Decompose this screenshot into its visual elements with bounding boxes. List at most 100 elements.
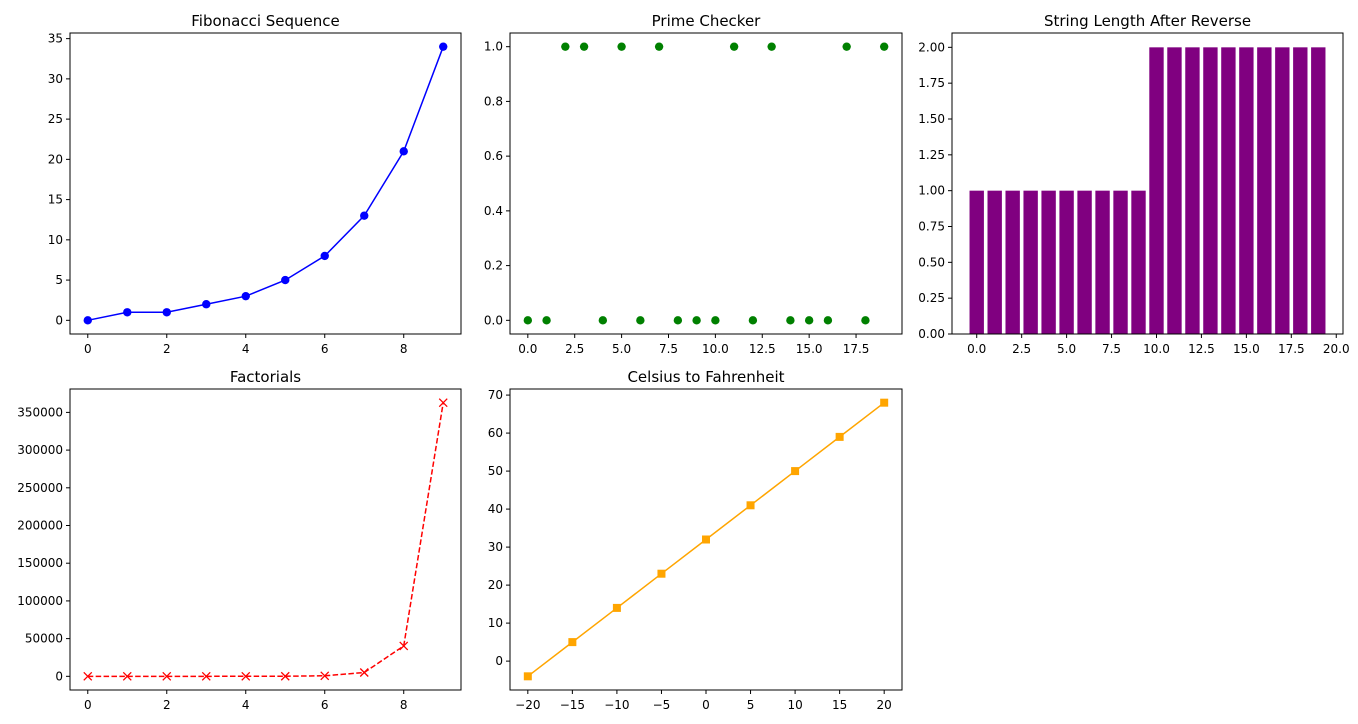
data-point: [612, 603, 621, 612]
y-tick-label: 30: [48, 72, 63, 86]
x-tick-label: 2.5: [1012, 342, 1031, 356]
y-tick-label: 10: [488, 616, 503, 630]
y-tick-label: 0.75: [918, 220, 945, 234]
data-point: [280, 671, 290, 681]
data-point: [804, 316, 814, 325]
y-tick-label: 20: [48, 152, 63, 166]
x-tick-label: 20: [877, 698, 892, 712]
y-tick-label: 350000: [17, 405, 63, 419]
data-point: [879, 42, 889, 51]
bar: [1131, 190, 1146, 334]
bar: [1239, 47, 1254, 334]
x-tick-label: 4: [242, 698, 250, 712]
data-point: [281, 275, 290, 285]
x-tick-label: −5: [653, 698, 671, 712]
data-point: [636, 316, 645, 325]
y-tick-label: 0.2: [484, 259, 503, 273]
data-point: [692, 316, 701, 325]
bar: [1293, 47, 1308, 334]
y-tick-label: 50000: [25, 632, 63, 646]
x-tick-label: 7.5: [1102, 342, 1121, 356]
y-tick-label: 70: [488, 388, 503, 402]
x-tick-label: 10.0: [702, 342, 729, 356]
data-point: [162, 671, 172, 681]
data-point: [568, 638, 577, 647]
data-point: [617, 42, 626, 51]
chart-title: Celsius to Fahrenheit: [627, 368, 784, 386]
x-tick-label: 4: [242, 342, 250, 356]
data-point: [746, 501, 755, 510]
bar: [1059, 190, 1074, 334]
x-tick-label: 5.0: [612, 342, 631, 356]
y-tick-label: 10: [48, 233, 63, 247]
bar: [1095, 190, 1110, 334]
x-tick-label: 10.0: [1143, 342, 1170, 356]
y-tick-label: 200000: [17, 519, 63, 533]
y-tick-label: 300000: [17, 443, 63, 457]
y-tick-label: 1.75: [918, 76, 945, 90]
data-point: [439, 42, 448, 51]
bar: [987, 190, 1002, 334]
x-tick-label: 6: [321, 342, 329, 356]
data-point: [673, 316, 683, 325]
bar: [1041, 190, 1056, 334]
x-tick-label: 0: [84, 698, 92, 712]
x-tick-label: 17.5: [843, 342, 870, 356]
series-line: [87, 402, 444, 678]
data-point: [399, 147, 408, 156]
x-tick-label: −20: [515, 698, 540, 712]
data-point: [83, 316, 92, 325]
bar: [1077, 190, 1092, 334]
x-tick-label: 20.0: [1323, 342, 1350, 356]
data-point: [320, 671, 330, 681]
y-tick-label: 20: [488, 578, 503, 592]
x-tick-label: 12.5: [749, 342, 776, 356]
y-tick-label: 15: [48, 193, 63, 207]
data-point: [657, 569, 666, 578]
y-tick-label: 0.50: [918, 255, 945, 269]
data-point: [861, 316, 870, 325]
y-tick-label: 30: [488, 540, 503, 554]
y-tick-label: 35: [48, 32, 63, 46]
string-length-chart: String Length After Reverse 0.0 2.5 5.0 7.5 1…: [918, 12, 1349, 356]
data-point: [83, 671, 93, 681]
data-point: [241, 671, 251, 681]
bar: [969, 190, 984, 334]
data-point: [561, 42, 570, 51]
data-point: [122, 671, 132, 681]
chart-title: Fibonacci Sequence: [191, 12, 340, 30]
x-tick-label: 0: [702, 698, 710, 712]
x-tick-label: 5: [747, 698, 755, 712]
y-tick-label: 0.25: [918, 291, 945, 305]
y-tick-label: 100000: [17, 594, 63, 608]
data-point: [702, 535, 710, 544]
y-tick-label: 0.00: [918, 327, 945, 341]
y-tick-label: 250000: [17, 481, 63, 495]
y-tick-label: 5: [55, 273, 63, 287]
y-tick-label: 1.00: [918, 184, 945, 198]
bar: [1221, 47, 1236, 334]
data-point: [438, 398, 448, 408]
bar: [1167, 47, 1182, 334]
data-point: [202, 300, 211, 309]
bar: [1257, 47, 1272, 334]
axes-frame: [509, 32, 903, 335]
y-tick-label: 0.6: [484, 149, 503, 163]
bar: [1203, 47, 1218, 334]
y-tick-label: 150000: [17, 556, 63, 570]
data-point: [823, 316, 833, 325]
y-tick-label: 1.25: [918, 148, 945, 162]
x-tick-label: 10: [787, 698, 802, 712]
x-tick-label: 0.0: [967, 342, 986, 356]
data-point: [241, 291, 250, 301]
bar: [1185, 47, 1200, 334]
data-point: [791, 467, 800, 476]
x-tick-label: 5.0: [1057, 342, 1076, 356]
data-point: [162, 308, 171, 317]
data-point: [598, 316, 608, 325]
data-point: [360, 211, 369, 220]
y-tick-label: 0: [55, 313, 63, 327]
x-tick-label: 8: [400, 342, 408, 356]
bar: [1275, 47, 1290, 334]
